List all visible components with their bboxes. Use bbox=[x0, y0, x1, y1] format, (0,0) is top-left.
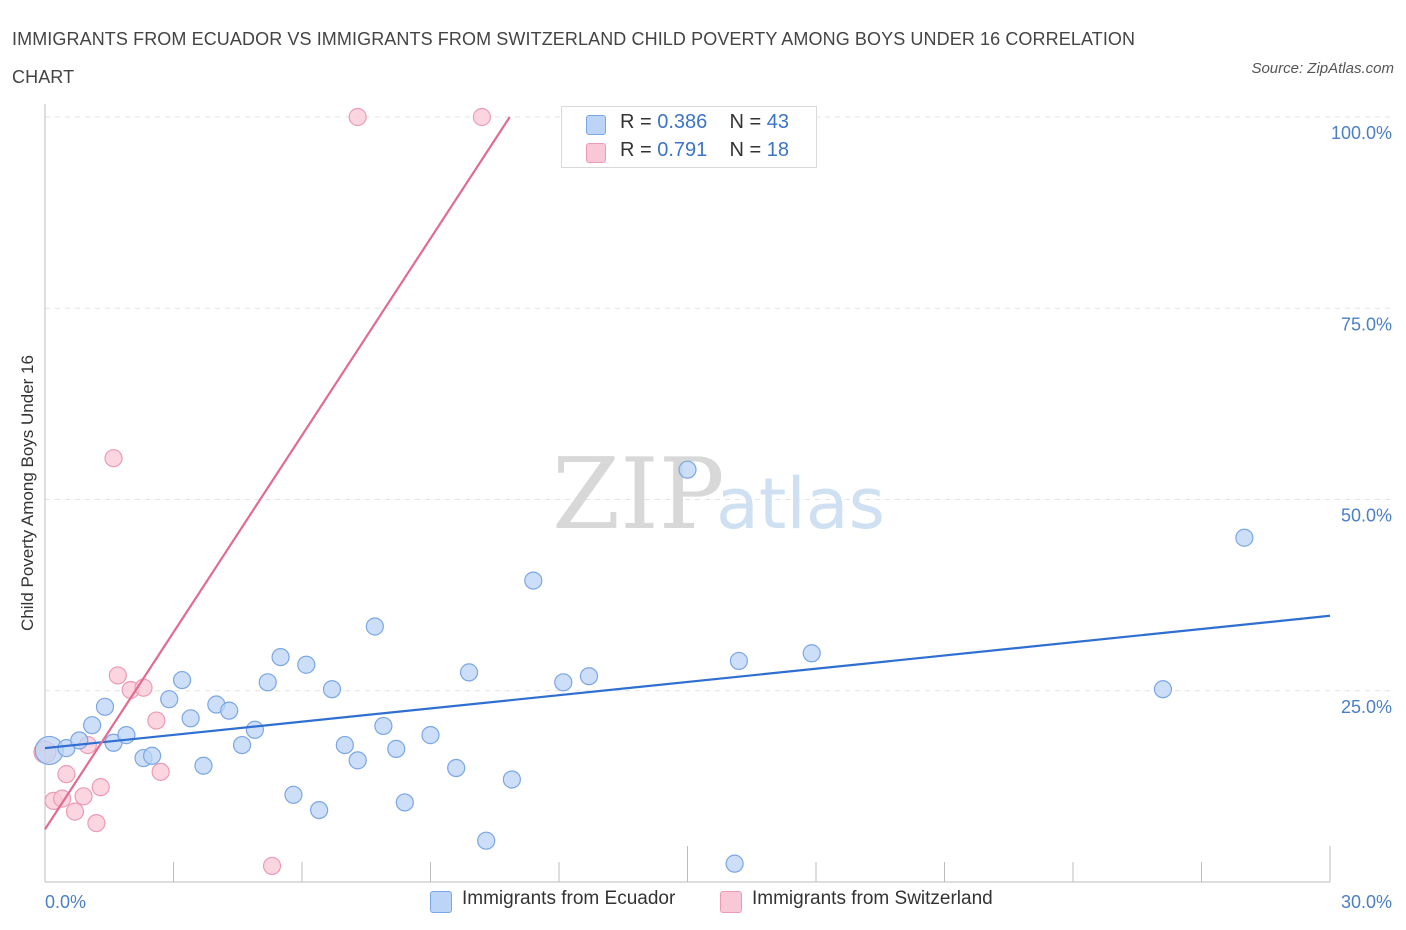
ecuador-point bbox=[395, 793, 414, 812]
ecuador-point bbox=[271, 647, 290, 667]
switzerland-point bbox=[65, 802, 85, 821]
series-ecuador-points bbox=[34, 460, 1254, 873]
ecuador-legend-swatch bbox=[430, 891, 452, 913]
source-credit: Source: ZipAtlas.com bbox=[1251, 60, 1394, 77]
switzerland-r-value: 0.791 bbox=[657, 139, 708, 161]
ecuador-swatch bbox=[586, 115, 606, 135]
ecuador-point bbox=[245, 720, 264, 739]
ecuador-r-value: 0.386 bbox=[657, 111, 708, 133]
gridlines bbox=[45, 116, 1394, 692]
ecuador-point bbox=[729, 651, 749, 671]
switzerland-point bbox=[348, 107, 367, 127]
ecuador-point bbox=[160, 690, 179, 709]
ecuador-n-label: N = bbox=[729, 111, 762, 133]
switzerland-n-label: N = bbox=[729, 139, 762, 161]
ecuador-point bbox=[387, 739, 406, 758]
ecuador-point bbox=[220, 701, 239, 720]
ecuador-point bbox=[447, 758, 466, 778]
ecuador-point bbox=[1153, 680, 1173, 699]
switzerland-point bbox=[262, 856, 282, 876]
correlation-legend: R = 0.386 N = 43 R = 0.791 N = 18 bbox=[561, 106, 817, 168]
tick-labels: 25.0% 50.0% 75.0% 100.0% 0.0% 30.0% bbox=[45, 123, 1392, 912]
ecuador-point bbox=[365, 617, 384, 636]
ecuador-point bbox=[459, 663, 479, 682]
ecuador-n-value: 43 bbox=[766, 111, 790, 133]
switzerland-point bbox=[57, 765, 76, 784]
ecuador-point bbox=[232, 735, 252, 755]
ecuador-point bbox=[310, 800, 329, 820]
ecuador-point bbox=[374, 716, 393, 736]
ecuador-point bbox=[579, 667, 599, 686]
ecuador-point bbox=[284, 785, 303, 804]
ecuador-point bbox=[83, 716, 102, 735]
ecuador-point bbox=[322, 680, 342, 699]
switzerland-trendline bbox=[44, 116, 511, 830]
ecuador-point bbox=[297, 655, 316, 674]
ecuador-point bbox=[678, 460, 697, 479]
switzerland-point bbox=[53, 789, 72, 808]
switzerland-legend-swatch bbox=[720, 891, 742, 913]
ecuador-point bbox=[258, 673, 277, 692]
x-tick-label-0: 0.0% bbox=[45, 892, 86, 912]
ecuador-point bbox=[70, 731, 89, 750]
ecuador-r-label: R = bbox=[620, 111, 652, 133]
y-tick-label-3: 100.0% bbox=[1331, 123, 1392, 143]
ecuador-point bbox=[421, 726, 440, 745]
switzerland-point bbox=[472, 107, 491, 127]
x-ticks bbox=[44, 846, 1331, 882]
y-tick-label-1: 50.0% bbox=[1341, 506, 1392, 526]
ecuador-point bbox=[524, 571, 543, 590]
switzerland-r-label: R = bbox=[620, 139, 652, 161]
series-switzerland-points bbox=[33, 107, 491, 876]
ecuador-point bbox=[172, 670, 192, 690]
switzerland-point bbox=[151, 762, 170, 781]
y-tick-label-2: 75.0% bbox=[1341, 314, 1392, 334]
switzerland-point bbox=[147, 711, 166, 730]
ecuador-trendline bbox=[44, 614, 1331, 750]
switzerland-point bbox=[108, 666, 127, 685]
switzerland-swatch bbox=[586, 143, 606, 163]
ecuador-legend-label: Immigrants from Ecuador bbox=[462, 888, 676, 909]
switzerland-n-value: 18 bbox=[766, 139, 790, 161]
ecuador-point bbox=[554, 673, 573, 692]
ecuador-point bbox=[802, 644, 821, 663]
ecuador-point bbox=[477, 831, 496, 850]
ecuador-point bbox=[725, 854, 744, 873]
ecuador-point bbox=[335, 735, 354, 755]
y-tick-label-0: 25.0% bbox=[1341, 697, 1392, 717]
switzerland-legend-label: Immigrants from Switzerland bbox=[752, 888, 993, 909]
x-tick-label-1: 30.0% bbox=[1341, 892, 1392, 912]
ecuador-point bbox=[502, 770, 521, 789]
watermark: ZIP atlas bbox=[552, 438, 885, 552]
watermark-atlas: atlas bbox=[716, 463, 885, 545]
switzerland-point bbox=[87, 813, 106, 833]
ecuador-point bbox=[181, 709, 200, 728]
switzerland-point bbox=[104, 449, 123, 468]
ecuador-point bbox=[1235, 528, 1254, 547]
switzerland-point bbox=[74, 787, 93, 806]
switzerland-point bbox=[91, 778, 110, 797]
ecuador-point bbox=[142, 746, 162, 765]
watermark-zip: ZIP bbox=[552, 438, 725, 552]
chart-title: IMMIGRANTS FROM ECUADOR VS IMMIGRANTS FR… bbox=[12, 29, 1136, 87]
trendlines bbox=[44, 116, 1331, 830]
ecuador-point bbox=[194, 756, 213, 775]
ecuador-point bbox=[95, 697, 115, 716]
ecuador-point bbox=[348, 751, 367, 770]
